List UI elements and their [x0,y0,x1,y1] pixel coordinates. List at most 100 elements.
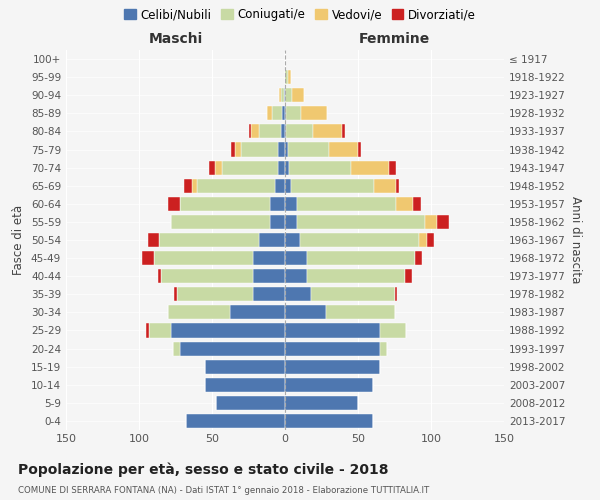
Bar [329,142,358,156]
Bar [419,233,427,247]
Bar [160,233,259,247]
Bar [301,106,328,120]
Bar [148,233,160,247]
Bar [425,215,437,229]
Bar [285,342,380,355]
Bar [285,142,288,156]
Bar [285,360,380,374]
Bar [342,124,345,138]
Bar [285,378,373,392]
Bar [161,269,253,283]
Y-axis label: Anni di nascita: Anni di nascita [569,196,582,284]
Bar [271,215,285,229]
Bar [209,160,215,174]
Bar [396,178,399,193]
Bar [288,70,291,84]
Bar [285,306,326,320]
Bar [205,378,285,392]
Bar [177,287,253,302]
Bar [380,324,406,338]
Bar [285,233,299,247]
Bar [149,324,171,338]
Bar [307,269,405,283]
Bar [259,233,285,247]
Bar [285,70,288,84]
Bar [285,106,286,120]
Bar [292,88,304,102]
Bar [285,251,307,265]
Bar [289,160,350,174]
Bar [275,178,285,193]
Bar [231,142,235,156]
Bar [168,306,230,320]
Bar [307,251,415,265]
Bar [285,287,311,302]
Bar [168,197,180,211]
Bar [299,233,419,247]
Bar [285,197,296,211]
Bar [395,287,397,302]
Text: COMUNE DI SERRARA FONTANA (NA) - Dati ISTAT 1° gennaio 2018 - Elaborazione TUTTI: COMUNE DI SERRARA FONTANA (NA) - Dati IS… [18,486,429,495]
Bar [285,269,307,283]
Bar [180,342,285,355]
Bar [281,124,285,138]
Text: Femmine: Femmine [359,32,430,46]
Bar [413,197,421,211]
Bar [380,342,387,355]
Bar [215,160,222,174]
Bar [326,306,395,320]
Bar [230,306,285,320]
Bar [296,215,425,229]
Bar [415,251,422,265]
Bar [285,215,296,229]
Bar [268,106,272,120]
Bar [241,142,278,156]
Bar [253,251,285,265]
Bar [158,269,161,283]
Bar [291,178,374,193]
Bar [285,88,292,102]
Bar [427,233,434,247]
Bar [285,160,289,174]
Bar [350,160,389,174]
Bar [272,106,282,120]
Bar [284,88,285,102]
Bar [253,269,285,283]
Bar [405,269,412,283]
Bar [285,396,358,410]
Bar [358,142,361,156]
Bar [191,178,197,193]
Bar [311,287,395,302]
Bar [235,142,241,156]
Bar [171,215,271,229]
Bar [197,178,275,193]
Text: Popolazione per età, sesso e stato civile - 2018: Popolazione per età, sesso e stato civil… [18,462,389,477]
Bar [286,106,301,120]
Bar [205,360,285,374]
Bar [222,160,278,174]
Bar [271,197,285,211]
Bar [285,178,291,193]
Bar [296,197,396,211]
Legend: Celibi/Nubili, Coniugati/e, Vedovi/e, Divorziati/e: Celibi/Nubili, Coniugati/e, Vedovi/e, Di… [122,6,478,24]
Bar [396,197,413,211]
Bar [286,124,313,138]
Bar [184,178,191,193]
Bar [174,287,177,302]
Bar [186,414,285,428]
Bar [281,88,284,102]
Bar [285,324,380,338]
Bar [253,287,285,302]
Bar [437,215,449,229]
Bar [251,124,259,138]
Bar [285,124,286,138]
Bar [142,251,154,265]
Bar [285,414,373,428]
Bar [154,251,253,265]
Y-axis label: Fasce di età: Fasce di età [13,205,25,275]
Bar [389,160,396,174]
Bar [173,342,180,355]
Bar [248,124,251,138]
Bar [374,178,396,193]
Bar [278,142,285,156]
